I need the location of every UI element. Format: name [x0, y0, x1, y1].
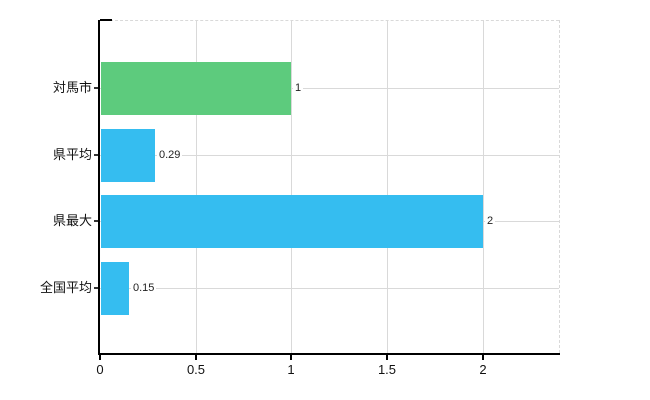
category-tick [94, 154, 100, 156]
category-label: 県最大 [52, 213, 92, 228]
x-tick-label: 0.5 [186, 362, 206, 377]
x-axis-tick [290, 355, 292, 360]
x-axis-line [98, 353, 560, 355]
gridline-horizontal [100, 155, 559, 156]
gridline-horizontal [100, 88, 559, 89]
category-label: 県平均 [52, 147, 92, 162]
y-axis-top-tick [100, 19, 112, 21]
plot-border-top [100, 20, 559, 21]
bar [101, 261, 129, 315]
category-tick [94, 287, 100, 289]
category-tick [94, 87, 100, 89]
category-label: 対馬市 [52, 80, 92, 95]
plot-border-right [559, 20, 560, 353]
x-axis-tick [99, 355, 101, 360]
x-tick-label: 0 [96, 362, 104, 377]
bar-value-label: 2 [485, 214, 496, 228]
bar [101, 61, 291, 115]
gridline-horizontal [100, 288, 559, 289]
gridline-vertical [291, 20, 292, 353]
x-axis-tick [386, 355, 388, 360]
x-axis-tick [195, 355, 197, 360]
x-tick-label: 1.5 [377, 362, 397, 377]
y-axis-line [98, 20, 100, 355]
x-axis-tick [482, 355, 484, 360]
x-tick-label: 2 [479, 362, 487, 377]
bar-value-label: 0.15 [131, 281, 157, 295]
bar [101, 194, 483, 248]
bar [101, 128, 155, 182]
gridline-vertical [483, 20, 484, 353]
gridline-vertical [196, 20, 197, 353]
bar-value-label: 0.29 [157, 148, 183, 162]
category-tick [94, 220, 100, 222]
gridline-vertical [387, 20, 388, 353]
category-label: 全国平均 [39, 280, 92, 295]
x-tick-label: 1 [287, 362, 295, 377]
bar-value-label: 1 [293, 81, 304, 95]
